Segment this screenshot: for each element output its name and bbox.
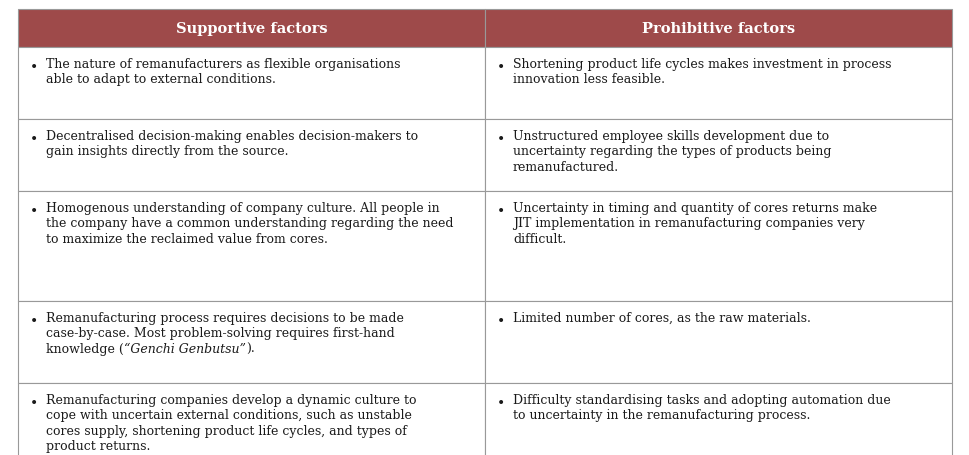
Text: to uncertainty in the remanufacturing process.: to uncertainty in the remanufacturing pr… (513, 409, 809, 422)
Text: •: • (496, 133, 505, 147)
Bar (18, 48, 484, 120)
Text: •: • (30, 205, 38, 218)
Text: cores supply, shortening product life cycles, and types of: cores supply, shortening product life cy… (46, 424, 406, 437)
Text: The nature of remanufacturers as flexible organisations: The nature of remanufacturers as flexibl… (46, 58, 400, 71)
Bar (18, 120, 484, 192)
Text: case-by-case. Most problem-solving requires first-hand: case-by-case. Most problem-solving requi… (46, 327, 394, 340)
Text: uncertainty regarding the types of products being: uncertainty regarding the types of produ… (513, 145, 830, 158)
Text: •: • (496, 396, 505, 410)
Text: Uncertainty in timing and quantity of cores returns make: Uncertainty in timing and quantity of co… (513, 202, 876, 214)
Text: remanufactured.: remanufactured. (513, 161, 618, 174)
Text: the company have a common understanding regarding the need: the company have a common understanding … (46, 217, 453, 230)
Text: product returns.: product returns. (46, 440, 150, 453)
Text: “Genchi Genbutsu”: “Genchi Genbutsu” (124, 342, 245, 355)
Text: Shortening product life cycles makes investment in process: Shortening product life cycles makes inv… (513, 58, 891, 71)
Bar (18, 192, 484, 301)
Bar (484, 383, 951, 455)
Text: •: • (30, 133, 38, 147)
Text: able to adapt to external conditions.: able to adapt to external conditions. (46, 73, 275, 86)
Text: gain insights directly from the source.: gain insights directly from the source. (46, 145, 288, 158)
Bar (484, 48, 951, 120)
Text: Unstructured employee skills development due to: Unstructured employee skills development… (513, 130, 828, 143)
Text: innovation less feasible.: innovation less feasible. (513, 73, 665, 86)
Text: knowledge (: knowledge ( (46, 342, 124, 355)
Text: difficult.: difficult. (513, 233, 566, 245)
Bar (484, 192, 951, 301)
Text: Homogenous understanding of company culture. All people in: Homogenous understanding of company cult… (46, 202, 439, 214)
Text: Decentralised decision-making enables decision-makers to: Decentralised decision-making enables de… (46, 130, 418, 143)
Bar (484, 301, 951, 383)
Text: to maximize the reclaimed value from cores.: to maximize the reclaimed value from cor… (46, 233, 328, 245)
Bar (18, 301, 484, 383)
Bar (18, 10, 484, 48)
Text: Prohibitive factors: Prohibitive factors (641, 22, 795, 36)
Text: •: • (30, 396, 38, 410)
Bar (484, 10, 951, 48)
Text: •: • (30, 314, 38, 328)
Bar (484, 120, 951, 192)
Text: •: • (496, 205, 505, 218)
Text: JIT implementation in remanufacturing companies very: JIT implementation in remanufacturing co… (513, 217, 864, 230)
Text: •: • (30, 61, 38, 75)
Bar (18, 383, 484, 455)
Text: ).: ). (245, 342, 254, 355)
Text: Difficulty standardising tasks and adopting automation due: Difficulty standardising tasks and adopt… (513, 393, 890, 406)
Text: Supportive factors: Supportive factors (175, 22, 327, 36)
Text: Remanufacturing companies develop a dynamic culture to: Remanufacturing companies develop a dyna… (46, 393, 416, 406)
Text: •: • (496, 61, 505, 75)
Text: Remanufacturing process requires decisions to be made: Remanufacturing process requires decisio… (46, 311, 403, 324)
Text: •: • (496, 314, 505, 328)
Text: cope with uncertain external conditions, such as unstable: cope with uncertain external conditions,… (46, 409, 412, 422)
Text: Limited number of cores, as the raw materials.: Limited number of cores, as the raw mate… (513, 311, 810, 324)
